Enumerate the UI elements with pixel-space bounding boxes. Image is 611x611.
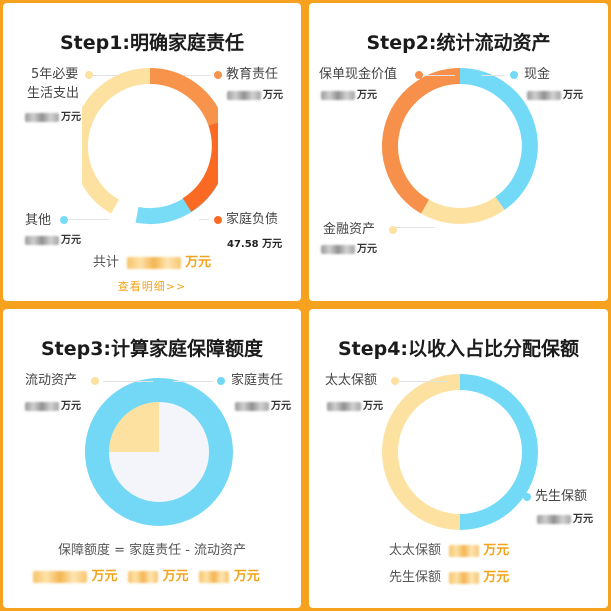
ring-segment-living [82,68,151,214]
formula-text: 保障额度 = 家庭责任 - 流动资产 [57,543,247,558]
other-value: 万元 [25,235,81,246]
duty-value: 万元 [235,401,291,412]
coverage-value-masked [33,570,87,583]
leader-line [183,75,211,76]
living-label-line2: 生活支出 [27,86,80,101]
leader-line [419,75,455,76]
other-label: 其他 [25,213,52,228]
other-dot [60,216,68,224]
step1-title: Step1:明确家庭责任 [59,32,245,54]
policy-label: 保单现金价值 [319,67,398,82]
step2-donut-chart [382,68,538,224]
cash-value: 万元 [527,90,583,101]
leader-line [481,75,505,76]
husband-sum-row: 先生保额 万元 [389,566,509,585]
total-value-masked [127,256,181,269]
living-value: 万元 [25,112,81,123]
liquid-label: 流动资产 [25,373,78,388]
step1-donut-chart [82,68,218,225]
wife-sum-unit: 万元 [483,543,510,558]
wife-sum-masked [449,544,480,557]
duty-label: 家庭责任 [231,373,284,388]
ring-segment-husband [459,374,538,530]
ring-segment-wife [382,374,461,530]
debt-label: 家庭负债 [226,212,279,227]
finance-label: 金融资产 [323,222,376,237]
liquid-assets-quarter [85,378,159,452]
wife-sum-row: 太太保额 万元 [389,539,509,558]
step1-panel: Step1:明确家庭责任 5年必要 生活支出 万元 教育责任 万元 其他 万元 … [3,3,301,301]
education-label: 教育责任 [226,67,279,82]
liquid-sum-masked [199,570,230,583]
total-row: 共计 万元 [3,251,301,270]
duty-sum-unit: 万元 [162,569,189,584]
leader-line [69,219,109,220]
ring-segment-debt [182,122,218,212]
liquid-dot [91,377,99,385]
coverage-unit: 万元 [91,569,118,584]
liquid-value: 万元 [25,401,81,412]
cash-label: 现金 [524,67,551,82]
leader-line [199,219,209,220]
ring-segment-education [149,68,218,126]
policy-dot [415,71,423,79]
leader-line [103,381,153,382]
leader-line [173,381,213,382]
step4-title: Step4:以收入占比分配保额 [337,338,580,360]
step3-title: Step3:计算家庭保障额度 [40,338,264,360]
step4-panel: Step4:以收入占比分配保额 太太保额 万元 先生保额 万元 太太保额 万元 … [309,309,608,608]
debt-value: 47.58 万元 [227,239,283,250]
husband-label: 先生保额 [535,489,588,504]
leader-line [89,75,117,76]
wife-dot [391,377,399,385]
duty-sum-masked [128,570,159,583]
step3-panel: Step3:计算家庭保障额度 流动资产 万元 家庭责任 万元 保障额度 = 家庭… [3,309,301,608]
wife-value: 万元 [327,401,383,412]
finance-dot [389,226,397,234]
ring-segment-cash [459,68,538,210]
total-unit: 万元 [185,255,212,270]
duty-dot [217,377,225,385]
view-detail-link[interactable]: 查看明细>> [117,280,187,293]
wife-label: 太太保额 [325,373,378,388]
finance-value: 万元 [321,244,377,255]
total-label: 共计 [92,255,119,270]
husband-value: 万元 [537,514,593,525]
liquid-assets-block [109,402,159,452]
living-label: 5年必要 [31,67,79,82]
debt-dot [214,216,222,224]
leader-line [395,227,435,228]
ring-segment-finance [421,196,505,224]
ring-segment-policy [382,68,461,214]
living-dot [85,71,93,79]
wife-sum-label: 太太保额 [389,543,442,558]
step2-title: Step2:统计流动资产 [366,32,551,54]
husband-sum-masked [449,571,480,584]
husband-sum-label: 先生保额 [389,570,442,585]
step3-donut-chart [85,378,233,526]
formula-values: 万元 万元 万元 [33,565,260,584]
policy-value: 万元 [321,90,377,101]
leader-line [397,381,447,382]
step4-donut-chart [382,374,538,530]
step2-panel: Step2:统计流动资产 保单现金价值 万元 现金 万元 金融资产 万元 [309,3,608,301]
education-dot [214,71,222,79]
education-value: 万元 [227,90,283,101]
liquid-sum-unit: 万元 [233,569,260,584]
husband-sum-unit: 万元 [483,570,510,585]
husband-dot [523,493,531,501]
cash-dot [510,71,518,79]
